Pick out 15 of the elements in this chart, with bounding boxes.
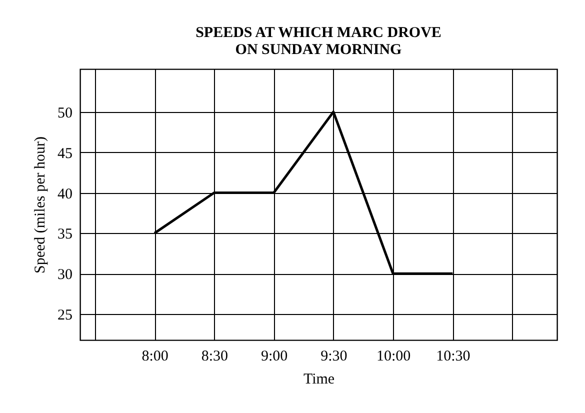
y-tick-label: 40 [58, 186, 72, 202]
y-tick-label: 35 [58, 226, 72, 243]
x-tick-label: 10:30 [436, 348, 470, 364]
x-tick-label: 8:00 [142, 348, 168, 364]
y-axis-title: Speed (miles per hour) [32, 136, 48, 274]
chart-title: SPEEDS AT WHICH MARC DROVE ON SUNDAY MORNING [196, 25, 442, 58]
x-axis-title: Time [303, 372, 335, 388]
x-tick-label: 10:00 [376, 348, 411, 364]
y-tick-label: 25 [58, 308, 72, 324]
x-tick-label: 9:00 [260, 348, 288, 364]
y-tick-label: 30 [58, 267, 72, 284]
y-tick-label: 50 [58, 105, 72, 122]
x-tick-label: 9:30 [320, 348, 348, 364]
x-tick-label: 8:30 [201, 348, 228, 364]
y-tick-label: 45 [58, 146, 72, 162]
